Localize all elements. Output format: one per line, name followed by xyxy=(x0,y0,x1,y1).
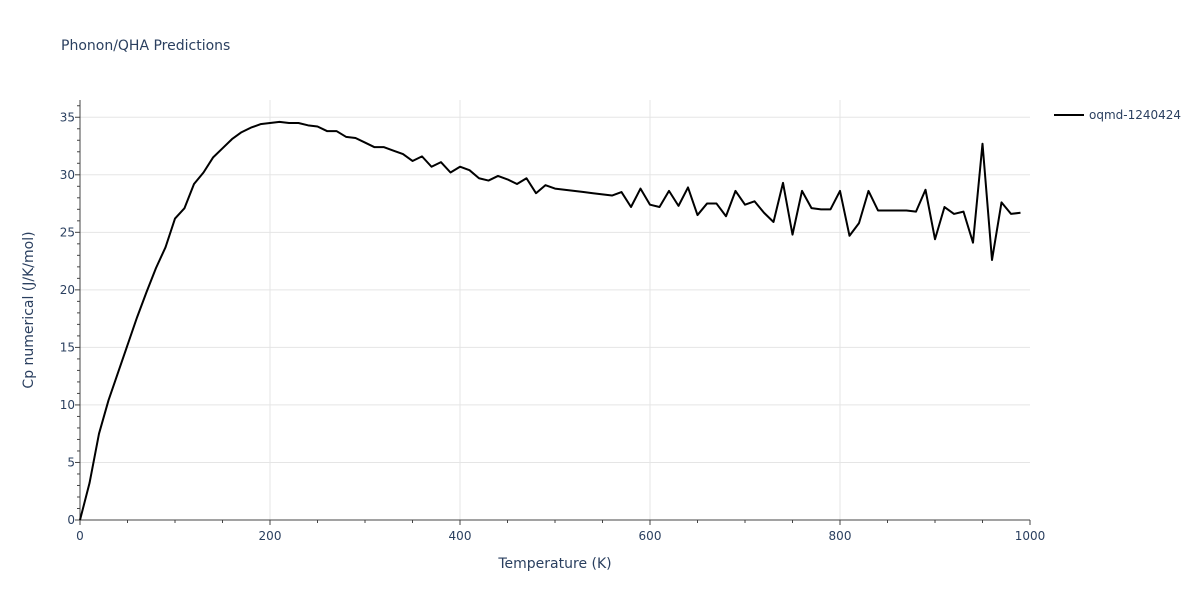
x-tick-label: 200 xyxy=(259,529,282,543)
x-tick-label: 0 xyxy=(76,529,84,543)
y-tick-label: 30 xyxy=(60,168,75,182)
y-tick-label: 20 xyxy=(60,283,75,297)
y-axis-title: Cp numerical (J/K/mol) xyxy=(21,231,37,388)
chart-title: Phonon/QHA Predictions xyxy=(61,38,230,54)
x-tick-label: 1000 xyxy=(1015,529,1046,543)
y-tick-label: 10 xyxy=(60,398,75,412)
x-tick-label: 800 xyxy=(829,529,852,543)
legend[interactable]: oqmd-1240424 xyxy=(1054,108,1181,122)
y-tick-label: 0 xyxy=(67,513,75,527)
series-layer xyxy=(79,120,1021,521)
y-tick-label: 5 xyxy=(67,455,75,469)
x-axis-title: Temperature (K) xyxy=(497,556,611,572)
series-line[interactable] xyxy=(79,120,1021,521)
y-tick-label: 25 xyxy=(60,225,75,239)
axes: 0 5 10 15 20 25 30 35 0 200 400 600 800 1000 xyxy=(60,100,1046,543)
grid xyxy=(80,100,1030,520)
y-tick-label: 35 xyxy=(60,110,75,124)
y-tick-label: 15 xyxy=(60,340,75,354)
legend-label: oqmd-1240424 xyxy=(1089,108,1181,122)
x-tick-label: 600 xyxy=(639,529,662,543)
x-tick-label: 400 xyxy=(449,529,472,543)
